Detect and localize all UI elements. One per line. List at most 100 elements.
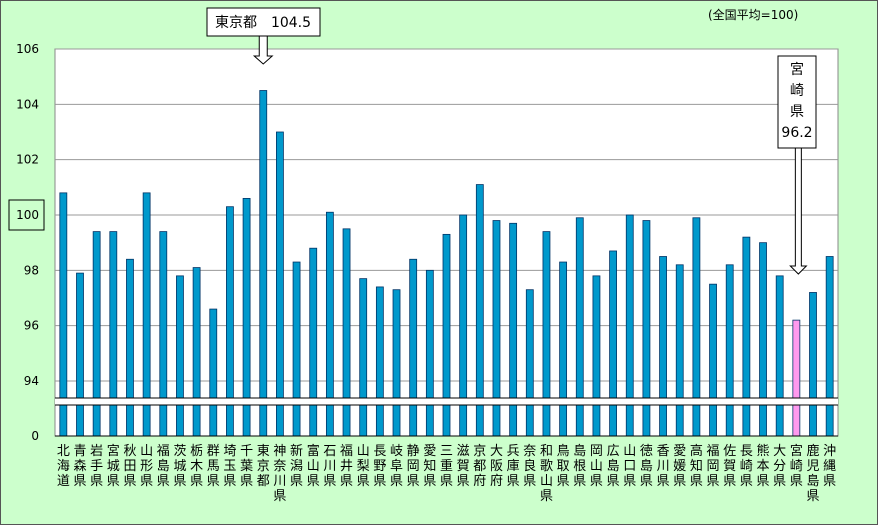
svg-text:鳥: 鳥	[557, 444, 570, 459]
callout-label: 96.2	[781, 125, 812, 141]
svg-text:岡: 岡	[707, 459, 720, 474]
bar	[409, 258, 418, 437]
svg-text:県: 県	[273, 489, 286, 504]
bar	[276, 131, 284, 437]
svg-text:県: 県	[607, 474, 620, 489]
svg-text:山: 山	[623, 444, 636, 459]
svg-text:沖: 沖	[823, 444, 836, 459]
svg-text:木: 木	[190, 459, 203, 474]
x-tick-label: 石川県	[323, 444, 336, 489]
bar	[792, 319, 801, 437]
svg-text:岩: 岩	[90, 444, 103, 459]
svg-text:徳: 徳	[640, 444, 653, 459]
y-tick-label: 96	[24, 319, 39, 333]
svg-text:県: 県	[90, 474, 103, 489]
bar	[375, 286, 384, 437]
svg-text:鹿: 鹿	[807, 443, 820, 459]
bar	[609, 250, 617, 437]
bar	[525, 289, 534, 437]
svg-text:県: 県	[290, 474, 303, 489]
svg-text:奈: 奈	[523, 444, 536, 459]
svg-text:口: 口	[623, 459, 636, 474]
bar	[442, 233, 451, 437]
bar	[659, 256, 667, 437]
svg-text:県: 県	[157, 474, 170, 489]
x-tick-label: 福井県	[340, 444, 353, 489]
svg-text:愛: 愛	[423, 444, 436, 459]
svg-text:馬: 馬	[207, 459, 220, 474]
svg-text:井: 井	[340, 459, 353, 474]
svg-text:県: 県	[623, 474, 636, 489]
bar	[725, 264, 734, 437]
svg-text:三: 三	[440, 444, 453, 459]
svg-text:神: 神	[273, 444, 286, 459]
svg-text:山: 山	[590, 459, 603, 474]
svg-text:形: 形	[140, 459, 153, 474]
svg-text:川: 川	[657, 459, 670, 474]
bar	[209, 308, 218, 437]
svg-text:重: 重	[440, 458, 453, 474]
svg-text:広: 広	[607, 444, 620, 459]
svg-text:県: 県	[107, 474, 120, 489]
svg-text:道: 道	[57, 474, 70, 489]
svg-text:阜: 阜	[390, 458, 403, 474]
svg-text:県: 県	[573, 474, 586, 489]
x-tick-label: 大分県	[773, 444, 786, 489]
svg-text:城: 城	[173, 459, 186, 474]
x-tick-label: 福島県	[157, 444, 170, 489]
svg-text:山: 山	[357, 444, 370, 459]
x-tick-label: 奈良県	[523, 444, 536, 489]
svg-text:潟: 潟	[290, 459, 303, 474]
x-tick-label: 香川県	[657, 444, 670, 489]
svg-text:長: 長	[740, 444, 753, 459]
x-tick-label: 宮崎県	[790, 443, 803, 489]
x-tick-label: 岩手県	[90, 444, 103, 489]
svg-text:宮: 宮	[107, 443, 120, 459]
svg-text:群: 群	[207, 444, 220, 459]
bar	[675, 264, 684, 437]
svg-text:東: 東	[257, 443, 270, 459]
x-tick-label: 島根県	[573, 444, 586, 489]
svg-text:県: 県	[357, 474, 370, 489]
svg-text:取: 取	[557, 459, 570, 474]
svg-text:富: 富	[307, 443, 320, 459]
x-tick-label: 広島県	[607, 444, 620, 489]
svg-text:庫: 庫	[507, 459, 520, 474]
svg-text:県: 県	[723, 474, 736, 489]
x-tick-label: 群馬県	[207, 444, 220, 489]
bar	[559, 261, 568, 437]
x-tick-label: 滋賀県	[457, 444, 470, 489]
x-tick-label: 鳥取県	[557, 444, 570, 489]
svg-text:愛: 愛	[673, 444, 686, 459]
svg-text:県: 県	[690, 474, 703, 489]
x-tick-label: 大阪府	[490, 444, 503, 489]
svg-text:兵: 兵	[507, 444, 520, 459]
svg-text:岡: 岡	[590, 444, 603, 459]
y-tick-label: 106	[16, 42, 39, 56]
svg-text:静: 静	[407, 444, 420, 459]
x-tick-label: 山梨県	[357, 444, 370, 489]
svg-text:県: 県	[707, 474, 720, 489]
svg-text:知: 知	[690, 458, 703, 474]
svg-text:島: 島	[807, 474, 820, 489]
x-tick-label: 宮城県	[107, 443, 120, 489]
x-tick-label: 長野県	[373, 444, 386, 489]
svg-text:知: 知	[423, 458, 436, 474]
svg-text:県: 県	[673, 474, 686, 489]
svg-text:賀: 賀	[457, 459, 470, 474]
svg-text:京: 京	[257, 459, 270, 474]
svg-text:大: 大	[773, 444, 786, 459]
svg-text:葉: 葉	[240, 459, 253, 474]
axis-break	[55, 398, 838, 405]
svg-text:県: 県	[373, 474, 386, 489]
svg-text:海: 海	[57, 459, 70, 474]
svg-text:媛: 媛	[673, 459, 686, 474]
svg-text:県: 県	[823, 474, 836, 489]
svg-text:県: 県	[307, 474, 320, 489]
svg-text:県: 県	[73, 474, 86, 489]
svg-text:城: 城	[107, 459, 120, 474]
svg-text:県: 県	[240, 474, 253, 489]
bar	[359, 278, 368, 437]
